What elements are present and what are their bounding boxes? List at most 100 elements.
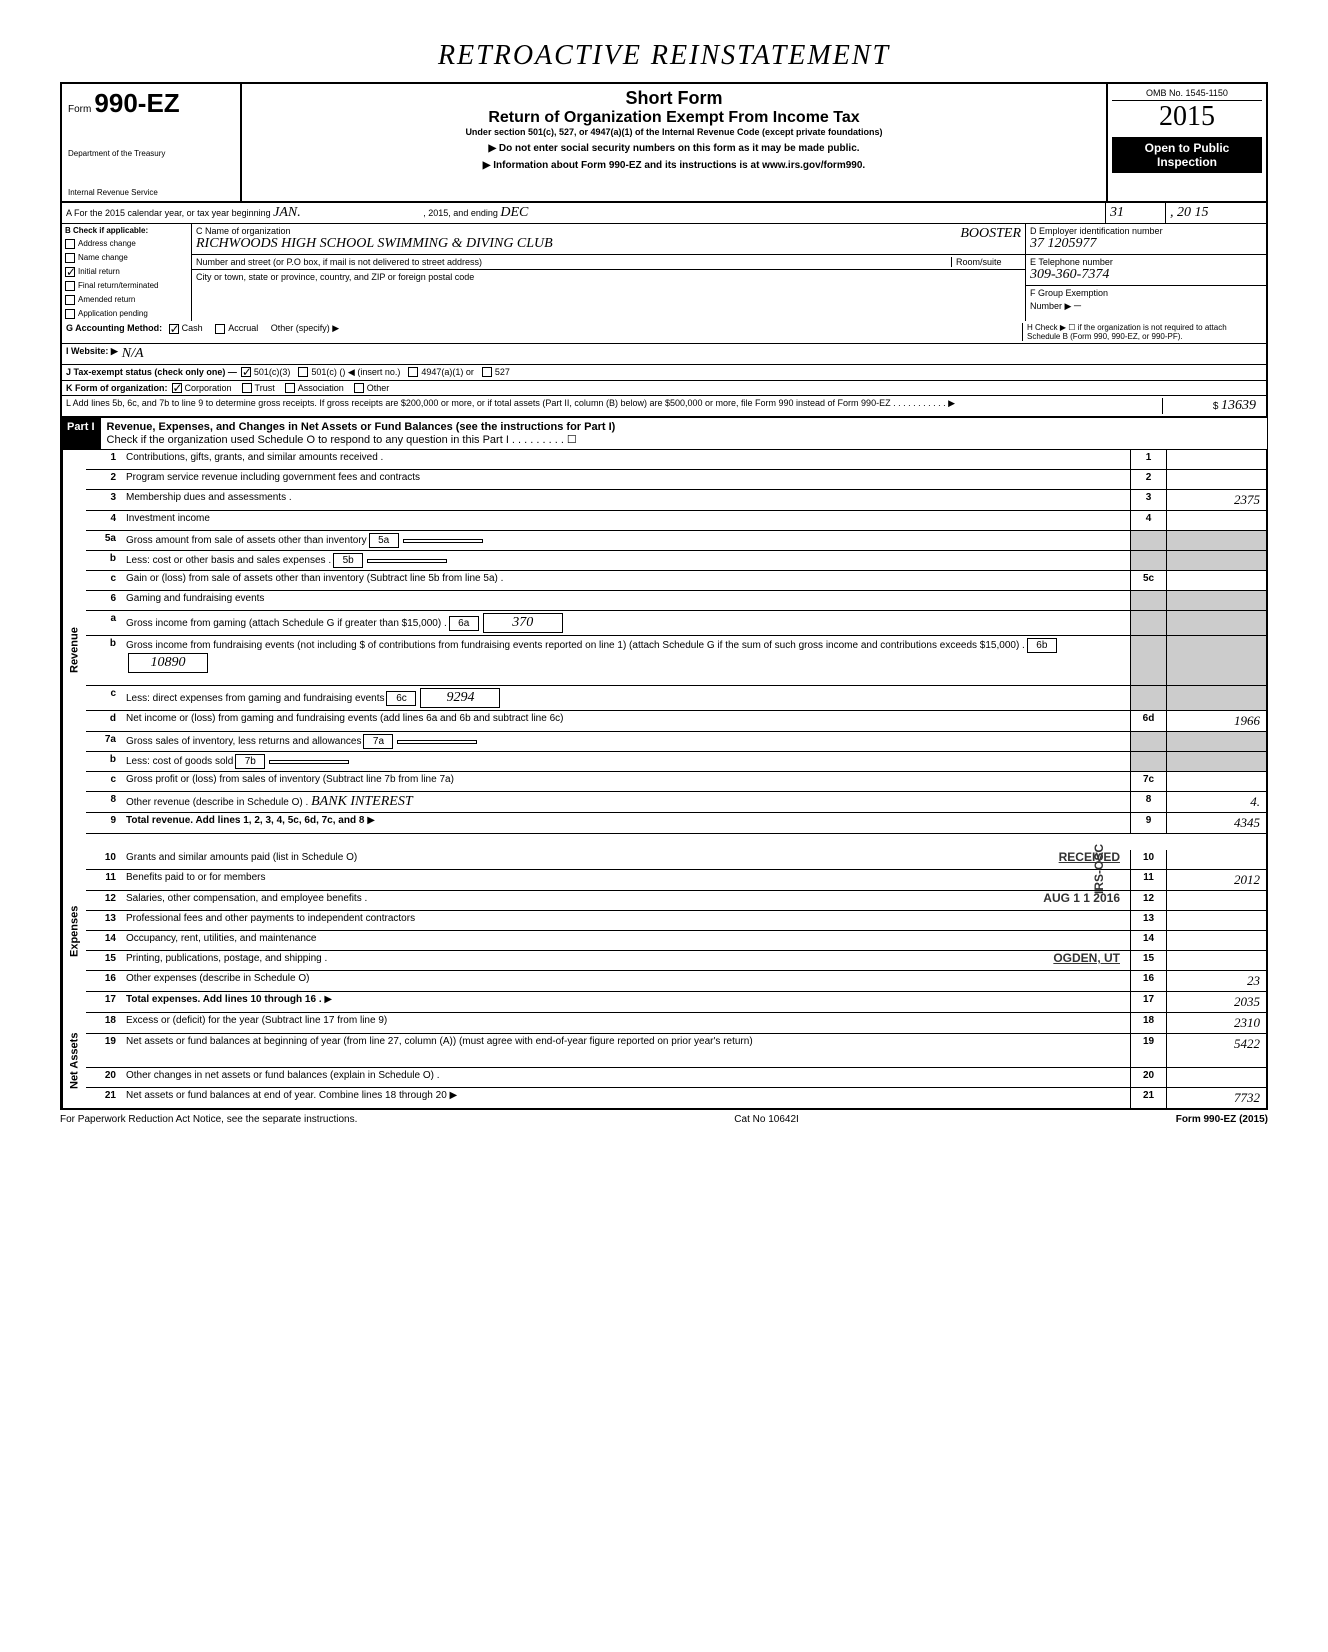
n5c: c bbox=[86, 571, 122, 590]
row-i: I Website: ▶ N/A bbox=[60, 344, 1268, 365]
lbl-assoc: Association bbox=[298, 383, 344, 393]
n1: 1 bbox=[86, 450, 122, 469]
lbl-amended: Amended return bbox=[78, 295, 135, 304]
c-city-label: City or town, state or province, country… bbox=[192, 270, 1025, 300]
b13: 13 bbox=[1130, 911, 1166, 930]
d5a: Gross amount from sale of assets other t… bbox=[126, 535, 367, 546]
iv6c: 9294 bbox=[420, 688, 500, 708]
b16: 16 bbox=[1130, 971, 1166, 991]
v5c bbox=[1166, 571, 1266, 590]
cb-527[interactable] bbox=[482, 367, 492, 377]
cb-assoc[interactable] bbox=[285, 383, 295, 393]
b1: 1 bbox=[1130, 450, 1166, 469]
b9: 9 bbox=[1130, 813, 1166, 833]
cb-corp[interactable] bbox=[172, 383, 182, 393]
col-de: D Employer identification number 37 1205… bbox=[1026, 224, 1266, 321]
n12: 12 bbox=[86, 891, 122, 910]
lbl-501c: 501(c) ( bbox=[311, 367, 342, 378]
d8: Other revenue (describe in Schedule O) . bbox=[126, 797, 308, 808]
d6a: Gross income from gaming (attach Schedul… bbox=[126, 618, 447, 629]
d19: Net assets or fund balances at beginning… bbox=[122, 1034, 1130, 1067]
row-j: J Tax-exempt status (check only one) — 5… bbox=[60, 365, 1268, 381]
lbl-cash: Cash bbox=[182, 323, 203, 333]
v2 bbox=[1166, 470, 1266, 489]
n6c: c bbox=[86, 686, 122, 710]
handwritten-header: RETROACTIVE REINSTATEMENT bbox=[60, 40, 1268, 72]
shv7b bbox=[1166, 752, 1266, 771]
hw8: BANK INTEREST bbox=[311, 794, 413, 809]
footer-mid: Cat No 10642I bbox=[734, 1114, 799, 1125]
n5b: b bbox=[86, 551, 122, 570]
n9: 9 bbox=[86, 813, 122, 833]
d17: Total expenses. Add lines 10 through 16 … bbox=[126, 994, 322, 1005]
dept-treasury: Department of the Treasury bbox=[68, 149, 234, 158]
n10: 10 bbox=[86, 850, 122, 869]
title-short-form: Short Form bbox=[248, 88, 1100, 109]
cb-other-org[interactable] bbox=[354, 383, 364, 393]
lbl-insert: ) ◀ (insert no.) bbox=[342, 367, 400, 378]
v7c bbox=[1166, 772, 1266, 791]
d-label: D Employer identification number bbox=[1030, 226, 1262, 236]
form-prefix: Form bbox=[68, 104, 91, 115]
d2: Program service revenue including govern… bbox=[122, 470, 1130, 489]
v18: 2310 bbox=[1166, 1013, 1266, 1033]
n7c: c bbox=[86, 772, 122, 791]
d6b2: of contributions from fundraising events… bbox=[368, 640, 1025, 651]
cb-trust[interactable] bbox=[242, 383, 252, 393]
lbl-final: Final return/terminated bbox=[78, 281, 158, 290]
cb-final[interactable] bbox=[65, 281, 75, 291]
b4: 4 bbox=[1130, 511, 1166, 530]
d15: Printing, publications, postage, and shi… bbox=[126, 953, 327, 964]
b14: 14 bbox=[1130, 931, 1166, 950]
d-value: 37 1205977 bbox=[1030, 236, 1262, 252]
row-k: K Form of organization: Corporation Trus… bbox=[60, 381, 1268, 396]
c-booster: BOOSTER bbox=[960, 226, 1021, 242]
sh5b bbox=[1130, 551, 1166, 570]
section-bcdef: B Check if applicable: Address change Na… bbox=[60, 224, 1268, 321]
part1-table: Revenue 1Contributions, gifts, grants, a… bbox=[60, 450, 1268, 1110]
side-netassets: Net Assets bbox=[62, 1013, 86, 1108]
d6b: Gross income from fundraising events (no… bbox=[126, 640, 365, 651]
d3: Membership dues and assessments . bbox=[122, 490, 1130, 510]
cb-address[interactable] bbox=[65, 239, 75, 249]
n7a: 7a bbox=[86, 732, 122, 751]
shv7a bbox=[1166, 732, 1266, 751]
cb-initial[interactable] bbox=[65, 267, 75, 277]
n17: 17 bbox=[86, 992, 122, 1012]
cb-cash[interactable] bbox=[169, 324, 179, 334]
part1-header: Part I Revenue, Expenses, and Changes in… bbox=[60, 417, 1268, 450]
shv6b bbox=[1166, 636, 1266, 685]
f-value: – bbox=[1074, 298, 1081, 313]
lbl-pending: Application pending bbox=[78, 309, 148, 318]
d7b: Less: cost of goods sold bbox=[126, 756, 233, 767]
omb-number: OMB No. 1545-1150 bbox=[1112, 88, 1262, 101]
n15: 15 bbox=[86, 951, 122, 970]
iv7b bbox=[269, 760, 349, 764]
d7a: Gross sales of inventory, less returns a… bbox=[126, 736, 361, 747]
open-line2: Inspection bbox=[1116, 155, 1258, 169]
cb-name[interactable] bbox=[65, 253, 75, 263]
d6: Gaming and fundraising events bbox=[122, 591, 1130, 610]
cb-accrual[interactable] bbox=[215, 324, 225, 334]
dept-irs: Internal Revenue Service bbox=[68, 188, 234, 197]
shv6a bbox=[1166, 611, 1266, 635]
cb-501c3[interactable] bbox=[241, 367, 251, 377]
cb-501c[interactable] bbox=[298, 367, 308, 377]
lbl-name: Name change bbox=[78, 253, 128, 262]
b10: 10 bbox=[1130, 850, 1166, 869]
c-label: C Name of organization bbox=[196, 226, 291, 236]
b3: 3 bbox=[1130, 490, 1166, 510]
b19: 19 bbox=[1130, 1034, 1166, 1067]
d10: Grants and similar amounts paid (list in… bbox=[126, 852, 357, 863]
cb-4947[interactable] bbox=[408, 367, 418, 377]
ib5a: 5a bbox=[369, 533, 399, 548]
b2: 2 bbox=[1130, 470, 1166, 489]
d14: Occupancy, rent, utilities, and maintena… bbox=[122, 931, 1130, 950]
v3: 2375 bbox=[1166, 490, 1266, 510]
cb-amended[interactable] bbox=[65, 295, 75, 305]
cb-pending[interactable] bbox=[65, 309, 75, 319]
footer-right: Form 990-EZ (2015) bbox=[1176, 1114, 1268, 1125]
sh6a bbox=[1130, 611, 1166, 635]
f-label: F Group Exemption bbox=[1030, 288, 1262, 298]
footer: For Paperwork Reduction Act Notice, see … bbox=[60, 1110, 1268, 1129]
